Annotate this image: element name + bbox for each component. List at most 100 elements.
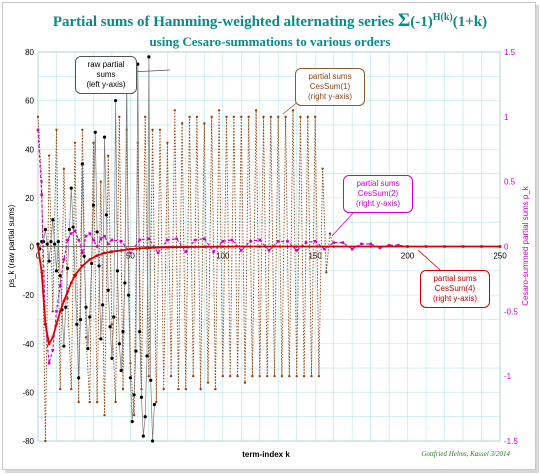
data-point-cessum1	[107, 154, 110, 157]
data-point-cessum1	[73, 141, 77, 144]
data-point-cessum2	[106, 242, 110, 246]
data-point-cessum4	[103, 251, 106, 255]
data-point-cessum2	[119, 240, 123, 243]
data-point-cessum1	[84, 336, 88, 339]
data-point-raw	[104, 213, 108, 217]
data-point-raw	[128, 376, 132, 380]
data-point-cessum1	[147, 374, 151, 378]
data-point-raw	[147, 55, 151, 59]
data-point-cessum1	[236, 374, 239, 378]
title-text: Partial sums of Hamming-weighted alterna…	[52, 14, 398, 30]
data-point-cessum2	[166, 238, 169, 242]
data-point-cessum1	[192, 374, 195, 378]
data-point-raw	[64, 305, 68, 309]
series-line-raw	[37, 56, 155, 442]
data-point-cessum2	[88, 232, 92, 235]
data-point-raw	[121, 329, 125, 334]
data-point-raw	[67, 227, 72, 232]
data-point-raw	[91, 203, 96, 207]
x-axis-label: term-index k	[242, 450, 290, 459]
y-right-tick-label: -0.5	[504, 307, 518, 316]
data-point-cessum1	[306, 115, 310, 119]
callout-line: (right y-axis)	[355, 199, 400, 208]
data-point-cessum2	[156, 251, 160, 255]
data-point-cessum1	[228, 374, 232, 378]
data-point-cessum2	[212, 250, 215, 253]
data-point-cessum2	[360, 242, 363, 246]
series-layer	[36, 55, 502, 443]
data-point-cessum1	[262, 115, 265, 119]
chart-subtitle: using Cesaro-summations to various order…	[149, 34, 391, 49]
data-point-raw	[102, 135, 107, 139]
data-point-cessum2	[203, 237, 206, 241]
data-point-cessum1	[247, 115, 250, 119]
data-point-cessum1	[217, 109, 221, 112]
data-point-cessum1	[114, 400, 117, 404]
data-point-cessum1	[328, 232, 332, 235]
data-point-cessum1	[81, 128, 84, 131]
y-left-tick-label: 20	[25, 194, 34, 203]
data-point-raw	[95, 230, 99, 234]
callout-line: CesSum(4)	[434, 284, 476, 293]
data-point-cessum4	[184, 245, 188, 249]
data-point-cessum1	[302, 374, 306, 378]
data-point-cessum1	[155, 400, 158, 404]
data-point-cessum2	[62, 258, 66, 261]
data-point-cessum1	[210, 115, 213, 119]
data-point-raw	[132, 393, 136, 397]
data-point-raw	[152, 402, 157, 407]
data-point-raw	[49, 240, 53, 244]
data-point-raw	[108, 325, 112, 329]
data-point-cessum4	[81, 264, 84, 268]
data-point-raw	[88, 315, 92, 319]
data-point-cessum1	[55, 128, 58, 131]
y-axis-left-label: ps_k (raw partial sums)	[7, 204, 16, 287]
data-point-cessum1	[166, 141, 169, 144]
data-point-raw	[53, 242, 57, 246]
title-superscript: H(k)	[432, 12, 453, 23]
data-point-cessum4	[369, 245, 372, 248]
y-left-tick-label: 60	[25, 97, 34, 106]
data-point-cessum1	[177, 387, 180, 391]
callout-cessum4: partial sums CesSum(4) (right y-axis)	[420, 270, 490, 308]
data-point-cessum2	[286, 240, 289, 243]
data-point-raw	[141, 434, 145, 438]
callout-line: raw partial	[87, 60, 125, 69]
data-point-cessum1	[295, 374, 298, 378]
data-point-cessum1	[243, 381, 247, 384]
data-point-cessum1	[44, 439, 47, 443]
data-point-cessum1	[184, 387, 188, 391]
x-tick-label: 0	[36, 252, 41, 261]
y-left-tick-label: 80	[25, 48, 34, 57]
data-point-cessum2	[175, 237, 178, 241]
data-point-cessum1	[214, 387, 217, 391]
x-tick-label: 150	[309, 252, 323, 261]
data-point-raw	[143, 415, 147, 419]
data-point-cessum1	[92, 141, 95, 144]
data-point-cessum4	[69, 281, 73, 285]
callout-line: (left y-axis)	[86, 80, 126, 89]
data-point-cessum1	[265, 374, 269, 378]
data-point-raw	[99, 337, 103, 341]
data-point-cessum2	[249, 240, 252, 243]
data-point-cessum4	[147, 246, 151, 250]
data-point-cessum2	[103, 234, 106, 238]
data-point-cessum4	[88, 258, 92, 261]
data-point-raw	[75, 322, 79, 326]
data-point-cessum2	[51, 348, 55, 352]
data-point-cessum2	[295, 249, 299, 252]
data-point-cessum4	[55, 323, 58, 326]
data-point-cessum1	[36, 115, 40, 119]
callout-cessum2: partial sums CesSum(2) (right y-axis)	[343, 175, 413, 213]
data-point-cessum2	[378, 246, 382, 250]
data-point-cessum2	[184, 250, 188, 253]
data-point-cessum2	[369, 242, 372, 246]
data-point-cessum2	[73, 229, 77, 233]
data-point-cessum2	[239, 249, 243, 252]
data-point-cessum1	[132, 413, 136, 417]
data-point-cessum1	[317, 374, 321, 378]
data-point-cessum4	[138, 247, 141, 250]
data-point-raw	[101, 303, 105, 307]
data-point-raw	[89, 261, 94, 266]
callout-line: partial sums	[356, 179, 400, 188]
